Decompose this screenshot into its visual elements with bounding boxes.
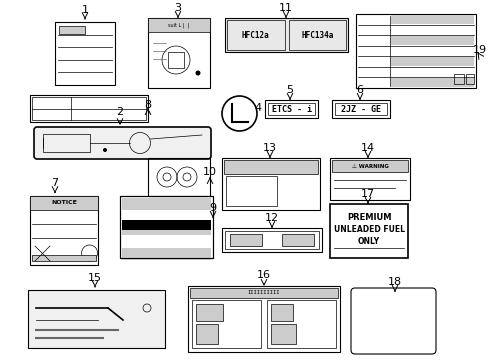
- Text: 15: 15: [88, 273, 102, 283]
- Text: 9: 9: [209, 203, 216, 213]
- FancyBboxPatch shape: [350, 288, 435, 354]
- Text: 5: 5: [286, 85, 293, 95]
- Bar: [224, 160, 317, 174]
- Bar: [225, 176, 276, 206]
- Bar: [390, 36, 473, 45]
- Bar: [30, 196, 98, 265]
- Bar: [122, 220, 210, 230]
- Bar: [270, 304, 292, 321]
- Bar: [122, 235, 210, 248]
- Text: UNLEADED FUEL: UNLEADED FUEL: [333, 225, 404, 234]
- Text: 7: 7: [51, 178, 59, 188]
- Bar: [43, 134, 90, 152]
- Text: suit L |  |: suit L | |: [168, 22, 189, 28]
- Bar: [30, 196, 98, 210]
- Bar: [148, 18, 209, 88]
- Bar: [122, 210, 210, 223]
- Circle shape: [103, 148, 107, 152]
- Text: 18: 18: [387, 277, 401, 287]
- Bar: [122, 248, 210, 260]
- Bar: [331, 160, 407, 172]
- Bar: [148, 18, 209, 32]
- Text: IIIIIIIIII: IIIIIIIIII: [247, 291, 280, 296]
- Text: 2JZ - GE: 2JZ - GE: [340, 104, 380, 113]
- Bar: [329, 204, 407, 258]
- Bar: [196, 324, 218, 344]
- Bar: [267, 103, 314, 115]
- Bar: [120, 196, 213, 258]
- Bar: [222, 228, 321, 252]
- Text: HFC12a: HFC12a: [242, 31, 269, 40]
- Text: ONLY: ONLY: [357, 238, 379, 247]
- Bar: [224, 231, 318, 249]
- Bar: [331, 100, 389, 118]
- Text: 11: 11: [279, 3, 292, 13]
- Text: 17: 17: [360, 189, 374, 199]
- Bar: [30, 95, 148, 122]
- Bar: [329, 158, 409, 200]
- Text: ETCS - i: ETCS - i: [271, 104, 311, 113]
- Bar: [226, 20, 284, 50]
- Bar: [465, 74, 473, 84]
- Bar: [288, 20, 346, 50]
- Bar: [168, 52, 183, 68]
- Bar: [282, 234, 313, 246]
- Text: 12: 12: [264, 213, 279, 223]
- Bar: [229, 234, 262, 246]
- Text: NOTICE: NOTICE: [51, 201, 77, 206]
- Bar: [453, 74, 463, 84]
- Bar: [187, 286, 339, 352]
- Bar: [120, 196, 213, 258]
- Bar: [122, 198, 210, 210]
- Text: 6: 6: [356, 85, 363, 95]
- Bar: [390, 78, 473, 87]
- Text: 13: 13: [263, 143, 276, 153]
- Bar: [222, 158, 319, 210]
- Bar: [355, 14, 475, 88]
- Text: 1: 1: [81, 5, 88, 15]
- Text: 16: 16: [257, 270, 270, 280]
- Text: 4: 4: [254, 103, 261, 113]
- Bar: [32, 97, 146, 120]
- Bar: [266, 300, 335, 348]
- Text: PREMIUM: PREMIUM: [346, 213, 390, 222]
- Bar: [264, 100, 317, 118]
- Bar: [224, 18, 347, 52]
- Bar: [55, 22, 115, 85]
- FancyBboxPatch shape: [34, 127, 210, 159]
- Bar: [270, 324, 295, 344]
- Bar: [334, 103, 386, 115]
- Bar: [59, 26, 85, 34]
- Text: 14: 14: [360, 143, 374, 153]
- Bar: [390, 15, 473, 23]
- Bar: [390, 57, 473, 66]
- Text: 19: 19: [472, 45, 486, 55]
- Bar: [190, 288, 337, 298]
- Bar: [196, 304, 223, 321]
- Bar: [32, 255, 96, 261]
- Bar: [192, 300, 261, 348]
- Bar: [122, 223, 210, 235]
- Text: 8: 8: [144, 100, 151, 110]
- Bar: [148, 158, 209, 196]
- Text: 10: 10: [203, 167, 217, 177]
- Text: 3: 3: [174, 3, 181, 13]
- Text: HFC134a: HFC134a: [301, 31, 333, 40]
- Circle shape: [195, 71, 200, 76]
- Text: ⚠ WARNING: ⚠ WARNING: [351, 163, 387, 168]
- Text: 2: 2: [116, 107, 123, 117]
- Bar: [28, 290, 164, 348]
